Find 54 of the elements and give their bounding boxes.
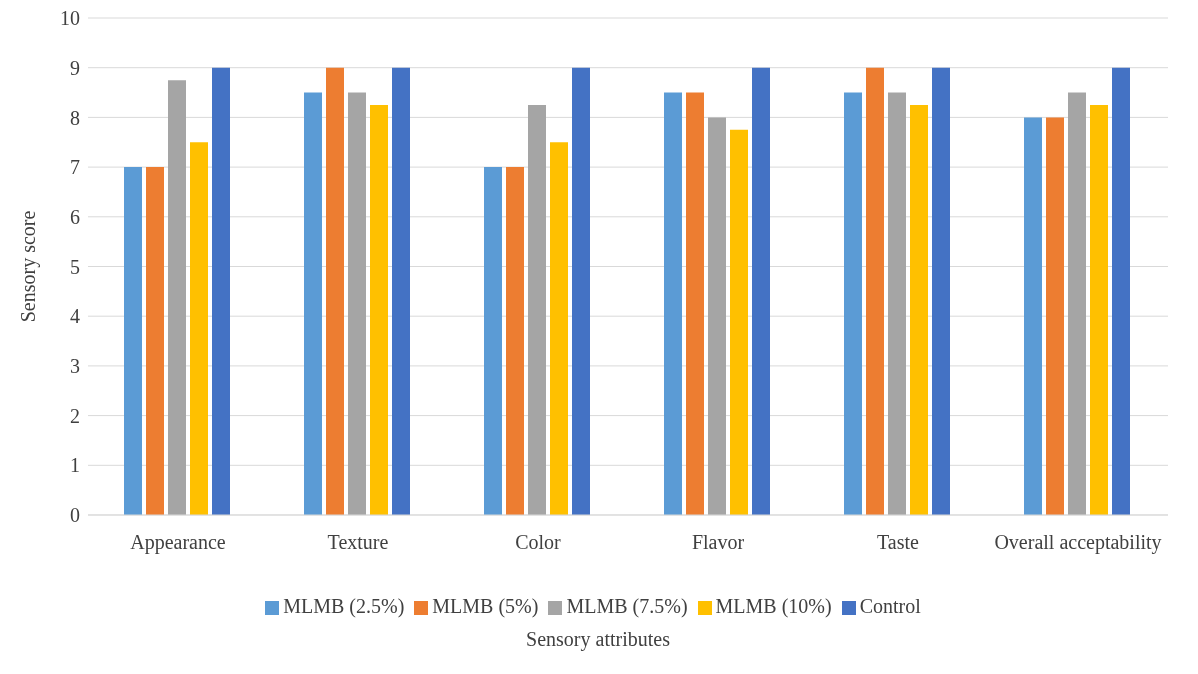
- bar: [708, 117, 726, 515]
- bar: [730, 129, 748, 515]
- x-tick-label: Appearance: [130, 531, 226, 555]
- y-tick-label: 8: [70, 106, 80, 129]
- bar: [190, 142, 208, 515]
- bar: [844, 92, 862, 515]
- legend-label: MLMB (5%): [432, 595, 539, 617]
- y-tick-label: 10: [60, 7, 80, 30]
- x-tick-label: Flavor: [691, 531, 745, 554]
- bar: [1112, 67, 1130, 515]
- bar: [888, 92, 906, 515]
- x-tick-label: Color: [515, 531, 562, 554]
- bar: [866, 67, 884, 515]
- bar: [304, 92, 322, 515]
- x-tick-label: Texture: [327, 531, 389, 554]
- bar: [1090, 104, 1108, 515]
- y-tick-label: 1: [70, 454, 80, 477]
- x-tick-label: Overall acceptability: [994, 531, 1162, 555]
- y-tick-label: 3: [70, 355, 80, 377]
- bar: [124, 167, 142, 515]
- bar: [484, 167, 502, 515]
- y-tick-label: 9: [70, 56, 80, 79]
- bar: [752, 67, 770, 515]
- legend-label: MLMB (2.5%): [283, 595, 405, 617]
- y-tick-label: 6: [70, 205, 80, 228]
- bar: [1024, 117, 1042, 515]
- legend-label: MLMB (7.5%): [566, 595, 688, 617]
- bar: [1068, 92, 1086, 515]
- bar: [146, 167, 164, 515]
- bar: [664, 92, 682, 515]
- bar: [572, 67, 590, 515]
- legend-label: MLMB (10%): [715, 595, 832, 617]
- bar: [392, 67, 410, 515]
- bar: [370, 104, 388, 515]
- bar: [686, 92, 704, 515]
- x-tick-label: Taste: [877, 531, 920, 554]
- y-tick-label: 7: [70, 156, 80, 179]
- bar: [910, 104, 928, 515]
- y-tick-label: 2: [70, 404, 80, 427]
- bar: [506, 167, 524, 515]
- bar: [932, 67, 950, 515]
- bar: [348, 92, 366, 515]
- legend-label: Control: [859, 595, 921, 617]
- bar: [550, 142, 568, 515]
- y-tick-label: 0: [70, 504, 80, 527]
- x-axis-title: Sensory attributes: [525, 628, 671, 651]
- y-tick-label: 5: [70, 255, 80, 278]
- y-axis-title: Sensory score: [17, 210, 41, 323]
- bar: [528, 104, 546, 515]
- y-tick-label: 4: [70, 305, 80, 328]
- bar: [326, 67, 344, 515]
- bar: [168, 80, 186, 515]
- bar: [1046, 117, 1064, 515]
- bar: [212, 67, 230, 515]
